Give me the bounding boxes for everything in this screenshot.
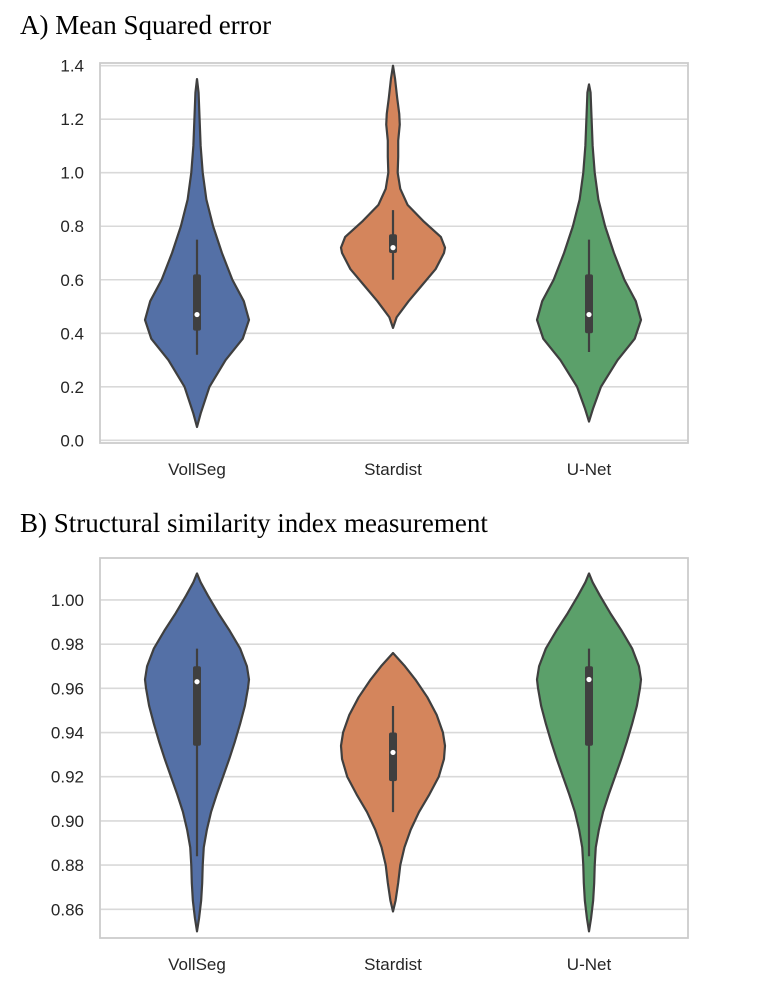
ssim-violin-chart: 0.86 0.88 0.90 0.92 0.94 0.96 0.98 1.00 VollSeg S… (51, 557, 689, 974)
chart-b-title: B) Structural similarity index measureme… (20, 508, 488, 538)
y-tick-label: 0.94 (51, 724, 84, 743)
violin-body (339, 64, 447, 330)
y-tick-label: 0.90 (51, 812, 84, 831)
plot-frame (99, 62, 689, 444)
violin-iqr-box (193, 666, 201, 746)
y-tick-label: 0.86 (51, 900, 84, 919)
y-tick-label: 0.8 (60, 217, 84, 236)
y-tick-label: 1.4 (60, 57, 84, 76)
x-tick-label: Stardist (364, 955, 422, 974)
mse-violin-chart: 0.0 0.2 0.4 0.6 0.8 1.0 1.2 1.4 VollSeg Stardist U… (60, 57, 689, 479)
chart-a-title: A) Mean Squared error (20, 10, 272, 40)
x-tick-label: VollSeg (168, 955, 226, 974)
x-tick-label: U-Net (567, 460, 612, 479)
violin-median-point (194, 311, 200, 318)
y-tick-label: 0.4 (60, 324, 84, 343)
y-tick-label: 0.0 (60, 431, 84, 450)
violin-iqr-box (585, 666, 593, 746)
y-tick-label: 0.98 (51, 635, 84, 654)
y-tick-label: 0.6 (60, 271, 84, 290)
x-tick-label: VollSeg (168, 460, 226, 479)
violin-median-point (586, 676, 592, 683)
y-tick-label: 0.88 (51, 856, 84, 875)
violin-iqr-box (585, 274, 593, 334)
violin-median-point (194, 679, 200, 685)
violin-median-point (390, 245, 396, 251)
violin-median-point (586, 311, 592, 318)
y-tick-label: 0.2 (60, 378, 84, 397)
violin-iqr-box (193, 274, 201, 331)
violin-median-point (390, 749, 396, 756)
y-tick-label: 1.2 (60, 110, 84, 129)
y-tick-label: 0.92 (51, 768, 84, 787)
plot-frame (99, 557, 689, 939)
violin-iqr-box (389, 732, 397, 782)
y-tick-label: 1.00 (51, 591, 84, 610)
x-tick-label: U-Net (567, 955, 612, 974)
x-tick-label: Stardist (364, 460, 422, 479)
y-tick-label: 1.0 (60, 164, 84, 183)
y-tick-label: 0.96 (51, 679, 84, 698)
